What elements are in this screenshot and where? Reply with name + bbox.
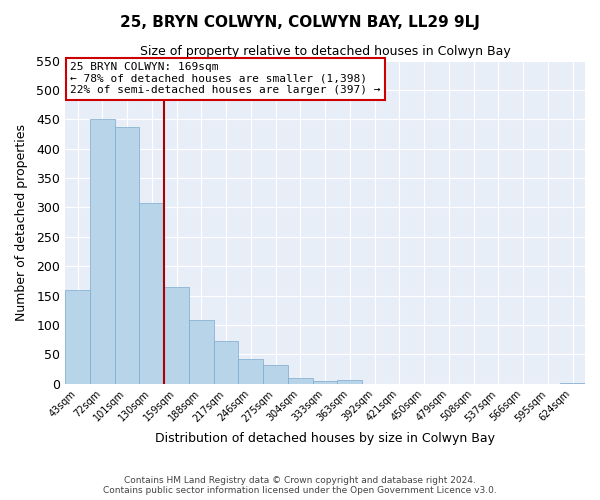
X-axis label: Distribution of detached houses by size in Colwyn Bay: Distribution of detached houses by size … — [155, 432, 495, 445]
Bar — [263, 365, 288, 384]
Bar — [238, 358, 263, 384]
Text: 25 BRYN COLWYN: 169sqm
← 78% of detached houses are smaller (1,398)
22% of semi-: 25 BRYN COLWYN: 169sqm ← 78% of detached… — [70, 62, 381, 96]
Bar — [189, 320, 214, 384]
Bar — [139, 204, 164, 384]
Bar — [337, 380, 362, 384]
Y-axis label: Number of detached properties: Number of detached properties — [15, 124, 28, 320]
Bar — [214, 342, 238, 384]
Bar — [164, 287, 189, 384]
Title: Size of property relative to detached houses in Colwyn Bay: Size of property relative to detached ho… — [140, 45, 511, 58]
Bar — [115, 127, 139, 384]
Bar — [65, 290, 90, 384]
Bar — [313, 381, 337, 384]
Bar — [288, 378, 313, 384]
Text: 25, BRYN COLWYN, COLWYN BAY, LL29 9LJ: 25, BRYN COLWYN, COLWYN BAY, LL29 9LJ — [120, 15, 480, 30]
Bar — [90, 120, 115, 384]
Bar — [560, 382, 585, 384]
Text: Contains HM Land Registry data © Crown copyright and database right 2024.
Contai: Contains HM Land Registry data © Crown c… — [103, 476, 497, 495]
